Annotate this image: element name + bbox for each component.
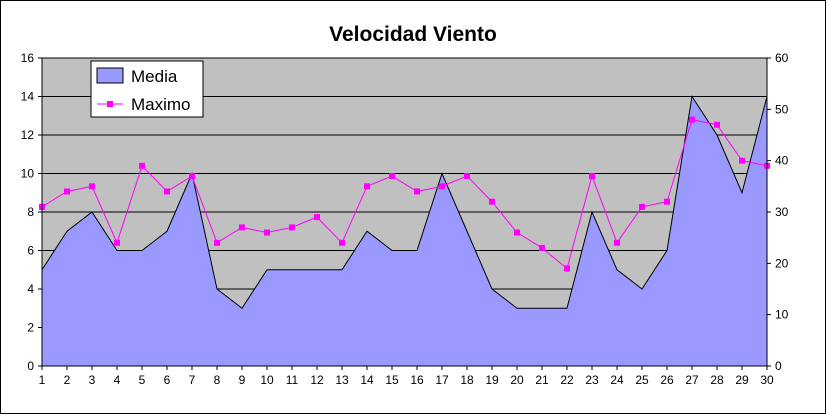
y-right-tick-label: 0 [775, 359, 782, 373]
x-tick-label: 5 [139, 373, 146, 387]
maximo-point [639, 203, 645, 210]
x-tick-label: 7 [189, 373, 196, 387]
maximo-point [614, 239, 620, 246]
chart-title: Velocidad Viento [329, 23, 497, 46]
maximo-point [239, 224, 245, 231]
x-tick-label: 26 [660, 373, 674, 387]
x-tick-label: 19 [485, 373, 499, 387]
y-left-tick-label: 8 [27, 205, 34, 219]
x-tick-label: 27 [685, 373, 699, 387]
y-right-tick-label: 20 [775, 256, 789, 270]
x-tick-label: 1 [39, 373, 46, 387]
maximo-point [714, 121, 720, 128]
maximo-point [189, 173, 195, 180]
x-tick-label: 12 [310, 373, 324, 387]
x-tick-label: 15 [385, 373, 399, 387]
x-tick-label: 18 [460, 373, 474, 387]
maximo-point [339, 239, 345, 246]
x-tick-label: 20 [510, 373, 524, 387]
maximo-point [264, 229, 270, 236]
maximo-point [514, 229, 520, 236]
x-tick-label: 17 [435, 373, 449, 387]
y-right-tick-label: 10 [775, 308, 789, 322]
maximo-point [289, 224, 295, 231]
legend-media-label: Media [131, 67, 178, 86]
maximo-point [139, 162, 145, 169]
y-left-tick-label: 12 [21, 128, 35, 142]
x-tick-label: 22 [560, 373, 574, 387]
y-right-tick-label: 30 [775, 205, 789, 219]
maximo-point [464, 173, 470, 180]
y-right-tick-label: 40 [775, 154, 789, 168]
x-tick-label: 6 [164, 373, 171, 387]
maximo-point [564, 265, 570, 272]
maximo-point [414, 188, 420, 195]
maximo-point [89, 183, 95, 190]
legend-maximo-marker [107, 101, 113, 107]
maximo-point [664, 198, 670, 205]
x-tick-label: 4 [114, 373, 121, 387]
maximo-point [739, 157, 745, 164]
y-left-tick-label: 6 [27, 244, 34, 258]
y-left-tick-label: 0 [27, 359, 34, 373]
x-tick-label: 24 [610, 373, 624, 387]
maximo-point [439, 183, 445, 190]
x-tick-label: 13 [335, 373, 349, 387]
x-tick-label: 11 [286, 373, 299, 387]
legend: Media Maximo [90, 60, 204, 118]
maximo-point [364, 183, 370, 190]
x-tick-label: 2 [64, 373, 71, 387]
x-tick-label: 3 [89, 373, 96, 387]
legend-media-swatch [96, 67, 124, 84]
y-left-tick-label: 4 [27, 282, 34, 296]
y-left-tick-label: 16 [21, 51, 35, 65]
x-tick-label: 29 [735, 373, 749, 387]
y-right-tick-label: 50 [775, 102, 789, 116]
maximo-point [64, 188, 70, 195]
maximo-point [114, 239, 120, 246]
maximo-point [689, 116, 695, 123]
x-tick-label: 9 [239, 373, 246, 387]
x-tick-label: 10 [260, 373, 274, 387]
x-tick-label: 30 [760, 373, 774, 387]
x-tick-label: 28 [710, 373, 724, 387]
maximo-point [589, 173, 595, 180]
x-tick-label: 16 [410, 373, 424, 387]
maximo-point [164, 188, 170, 195]
y-right-tick-label: 60 [775, 51, 789, 65]
x-tick-label: 14 [360, 373, 374, 387]
maximo-point [489, 198, 495, 205]
y-left-tick-label: 10 [21, 167, 35, 181]
x-tick-label: 21 [535, 373, 549, 387]
y-left-tick-label: 2 [27, 321, 34, 335]
x-tick-label: 25 [635, 373, 649, 387]
legend-maximo-label: Maximo [131, 95, 191, 114]
maximo-point [314, 214, 320, 221]
maximo-line [41, 119, 768, 270]
maximo-point [539, 244, 545, 251]
x-tick-label: 23 [585, 373, 599, 387]
x-tick-label: 8 [214, 373, 221, 387]
maximo-point [214, 239, 220, 246]
maximo-point [389, 173, 395, 180]
y-left-tick-label: 14 [21, 90, 35, 104]
